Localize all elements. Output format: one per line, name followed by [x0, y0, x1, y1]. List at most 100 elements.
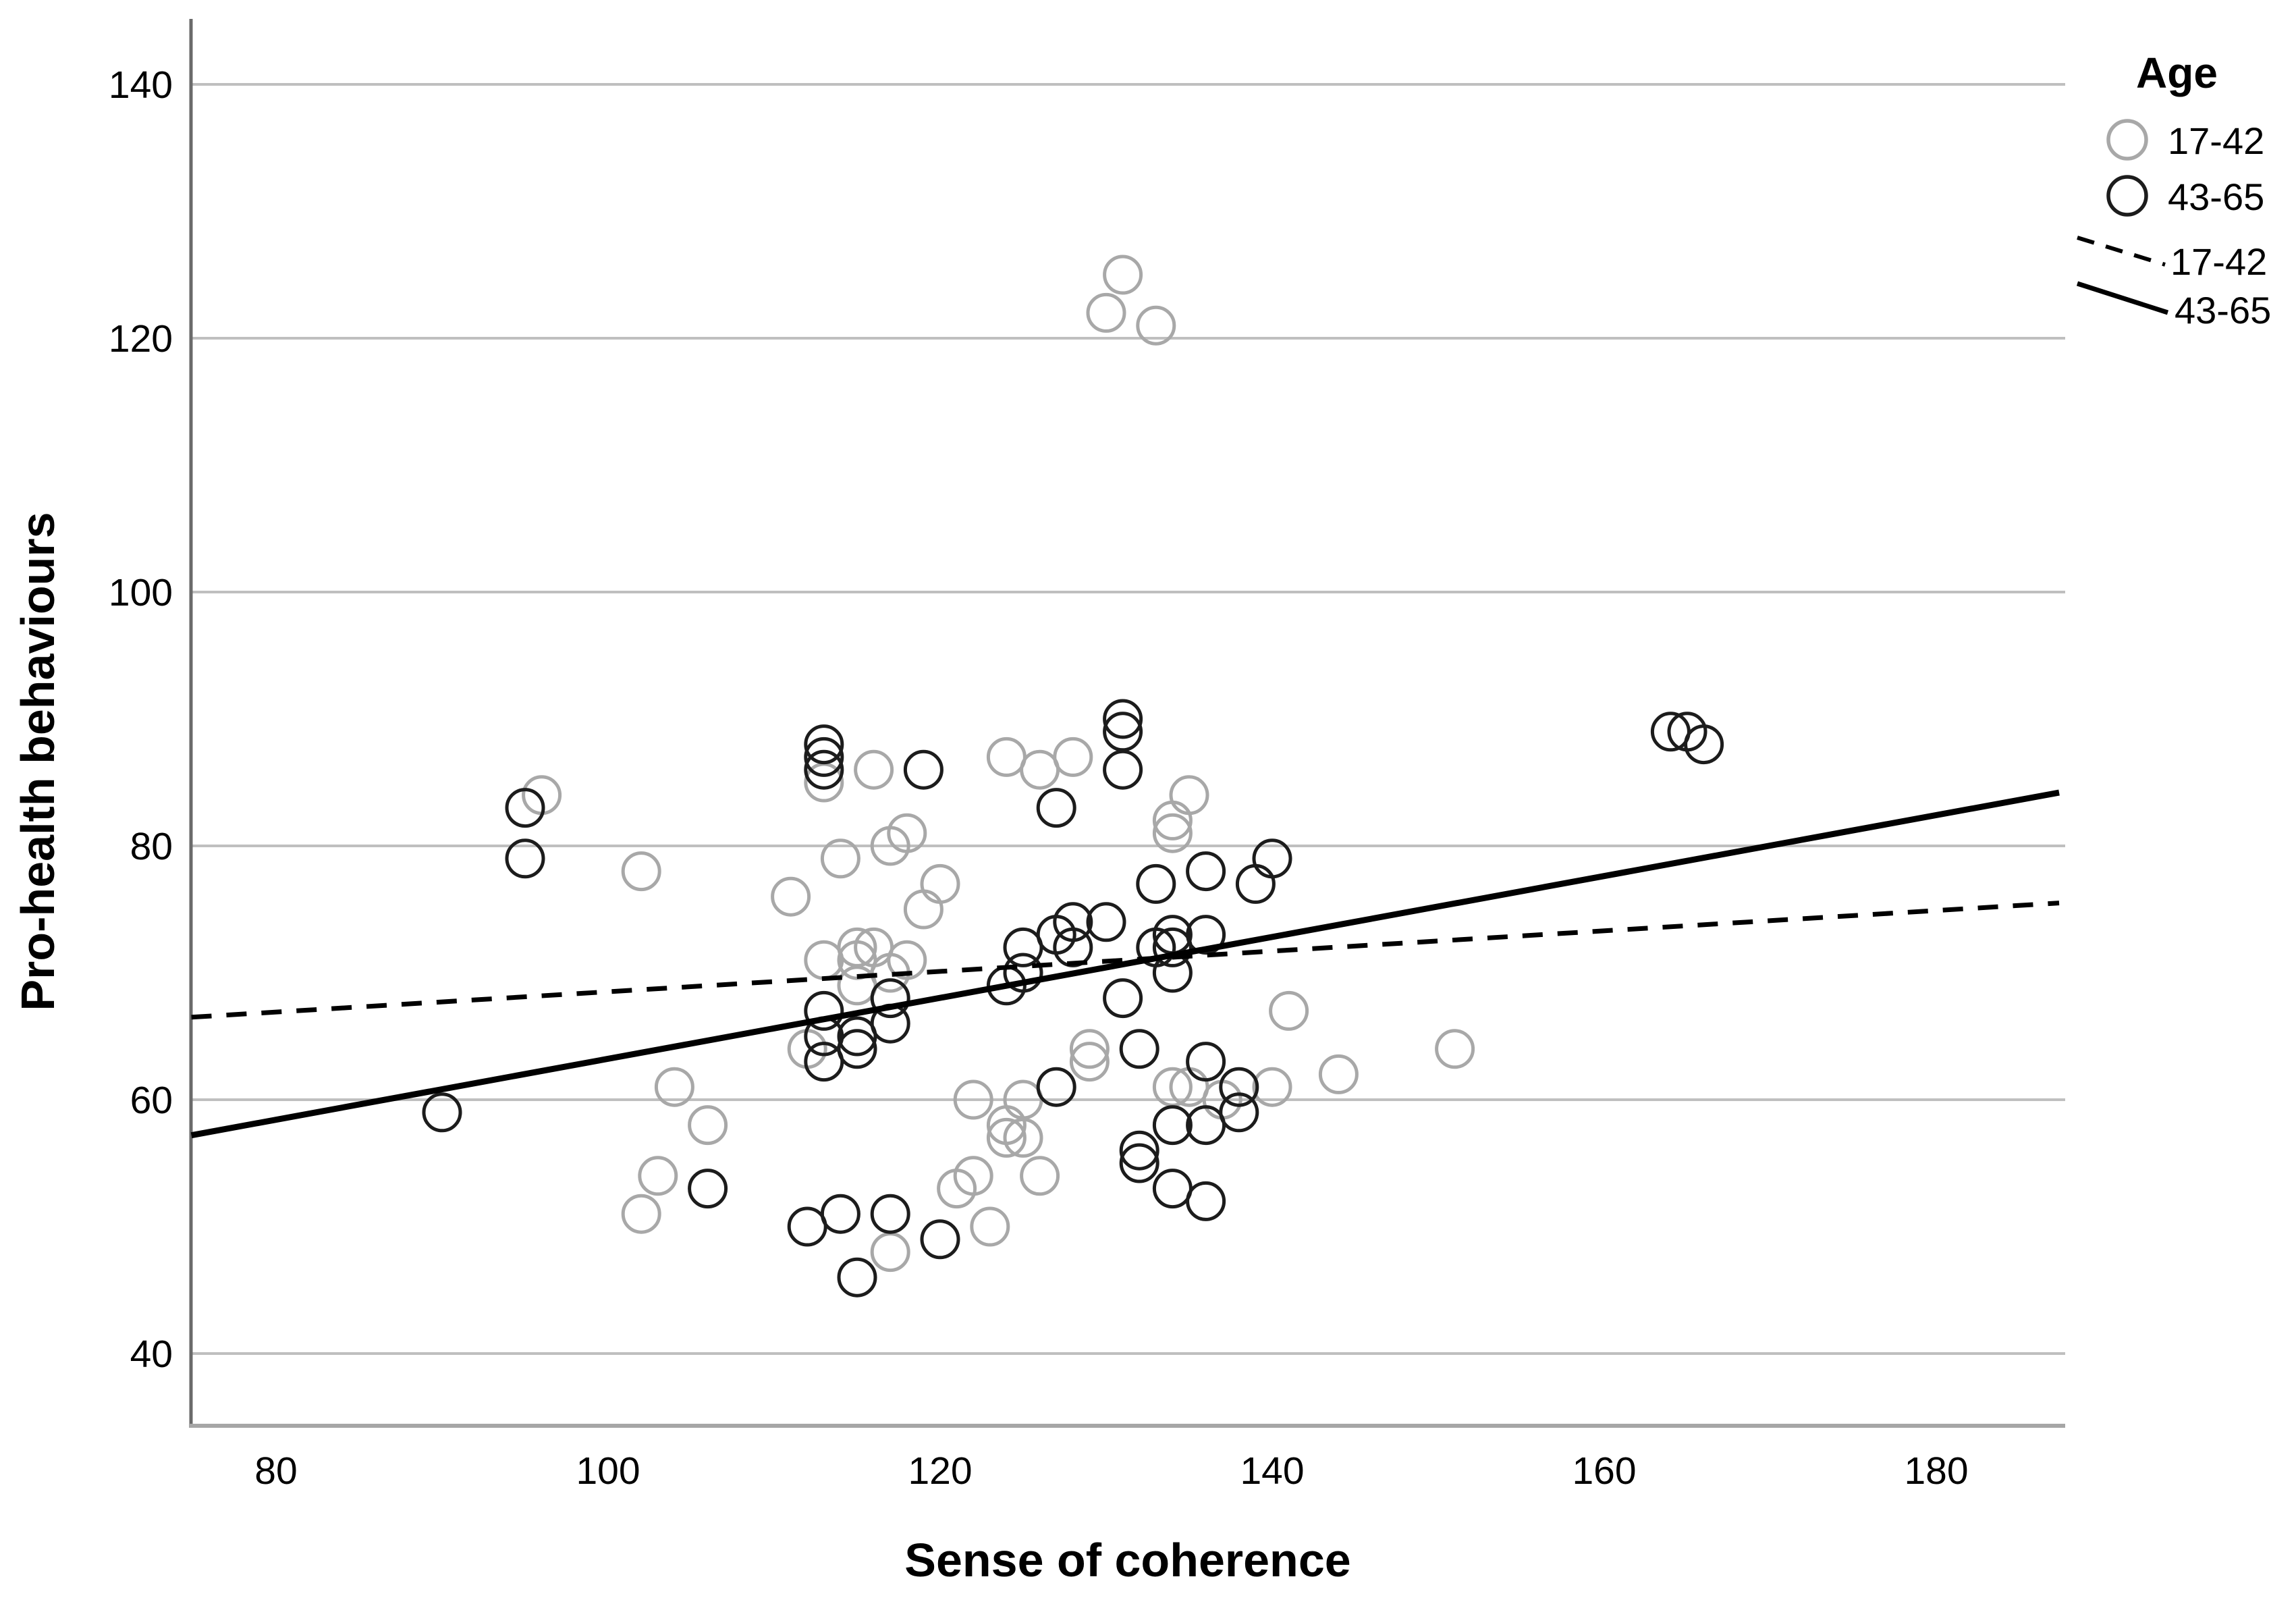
point-17-42: [953, 1079, 993, 1120]
point-43-65: [1186, 1181, 1226, 1221]
point-17-42: [854, 749, 894, 790]
legend-label-43-65: 43-65: [2168, 176, 2264, 218]
point-17-42: [887, 813, 927, 853]
point-17-42: [887, 940, 927, 980]
point-43-65: [505, 788, 545, 828]
point-43-65: [688, 1169, 728, 1209]
fit-line-43-65-solid: [190, 789, 2060, 1139]
point-43-65: [1053, 902, 1093, 942]
series-43-65: [422, 699, 1724, 1298]
point-17-42: [920, 863, 960, 904]
point-17-42: [986, 737, 1027, 777]
point-17-42: [986, 1117, 1027, 1158]
legend-label-line-43-65: 43-65: [2175, 289, 2271, 331]
point-17-42: [1318, 1054, 1359, 1094]
point-43-65: [1186, 1105, 1226, 1146]
point-17-42: [1435, 1029, 1475, 1069]
point-43-65: [1235, 863, 1276, 904]
point-17-42: [654, 1067, 694, 1107]
point-17-42: [1069, 1042, 1110, 1082]
legend-title: Age: [2136, 49, 2218, 97]
y-tick-label-140: 140: [109, 63, 173, 107]
point-43-65: [804, 1042, 844, 1082]
point-17-42: [771, 876, 811, 917]
point-43-65: [1186, 1042, 1226, 1082]
point-17-42: [1020, 749, 1060, 790]
point-17-42: [1086, 292, 1126, 333]
point-43-65: [903, 749, 944, 790]
point-43-65: [1036, 788, 1076, 828]
point-43-65: [422, 1092, 462, 1133]
point-17-42: [1020, 1156, 1060, 1196]
point-17-42: [638, 1156, 678, 1196]
point-17-42: [1152, 813, 1193, 853]
point-43-65: [1103, 978, 1143, 1019]
point-17-42: [870, 1232, 910, 1273]
x-tick-label-180: 180: [1904, 1449, 1968, 1493]
y-tick-label-80: 80: [130, 825, 173, 868]
point-17-42: [1069, 1029, 1110, 1069]
x-axis-title: Sense of coherence: [904, 1534, 1350, 1586]
point-17-42: [1169, 775, 1209, 816]
point-17-42: [688, 1105, 728, 1146]
y-tick-label-120: 120: [109, 317, 173, 360]
x-tick-label-120: 120: [908, 1449, 972, 1493]
y-axis-title: Pro-health behaviours: [11, 512, 64, 1011]
point-43-65: [1003, 953, 1043, 993]
y-tick-label-40: 40: [130, 1333, 173, 1376]
y-tick-label-100: 100: [109, 571, 173, 614]
point-43-65: [1036, 1067, 1076, 1107]
point-17-42: [953, 1156, 993, 1196]
legend-dashed-line-icon: [2077, 236, 2166, 267]
point-17-42: [903, 889, 944, 930]
legend-circle-17-42-icon: [2106, 119, 2148, 161]
legend: Age 17-42 43-65 17-42 43-65: [2076, 49, 2271, 331]
point-17-42: [804, 940, 844, 980]
legend-circle-43-65-icon: [2106, 175, 2148, 217]
point-43-65: [1152, 1169, 1193, 1209]
point-43-65: [820, 1194, 860, 1234]
y-tick-label-60: 60: [130, 1079, 173, 1122]
point-43-65: [920, 1219, 960, 1260]
legend-label-17-42: 17-42: [2168, 119, 2264, 162]
point-17-42: [621, 851, 661, 892]
point-43-65: [787, 1206, 827, 1247]
point-43-65: [1103, 699, 1143, 739]
point-43-65: [837, 1257, 877, 1298]
x-tick-label-140: 140: [1240, 1449, 1304, 1493]
point-43-65: [1136, 863, 1176, 904]
point-43-65: [1119, 1130, 1159, 1171]
legend-solid-line-icon: [2076, 281, 2169, 315]
point-17-42: [1136, 305, 1176, 346]
x-tick-labels: 80 100 120 140 160 180: [254, 1449, 1968, 1493]
x-tick-label-100: 100: [576, 1449, 640, 1493]
point-43-65: [870, 978, 910, 1019]
point-17-42: [820, 838, 860, 879]
point-17-42: [1103, 255, 1143, 295]
point-43-65: [1186, 851, 1226, 892]
point-17-42: [970, 1206, 1010, 1247]
point-43-65: [1684, 724, 1724, 765]
y-tick-labels: 40 60 80 100 120 140: [109, 63, 173, 1376]
scatter-points: [422, 255, 1724, 1298]
series-17-42: [522, 255, 1475, 1273]
point-43-65: [1086, 902, 1126, 942]
gridlines: [191, 83, 2065, 1355]
point-43-65: [1119, 1029, 1159, 1069]
point-43-65: [804, 749, 844, 790]
point-43-65: [1219, 1067, 1259, 1107]
point-43-65: [1103, 749, 1143, 790]
point-43-65: [505, 838, 545, 879]
point-17-42: [621, 1194, 661, 1234]
point-17-42: [1053, 737, 1093, 777]
legend-label-line-17-42: 17-42: [2170, 240, 2267, 283]
point-43-65: [804, 724, 844, 765]
x-tick-label-80: 80: [254, 1449, 297, 1493]
x-tick-label-160: 160: [1572, 1449, 1636, 1493]
point-17-42: [837, 965, 877, 1006]
point-43-65: [870, 1194, 910, 1234]
point-17-42: [1269, 990, 1309, 1031]
point-43-65: [804, 737, 844, 777]
